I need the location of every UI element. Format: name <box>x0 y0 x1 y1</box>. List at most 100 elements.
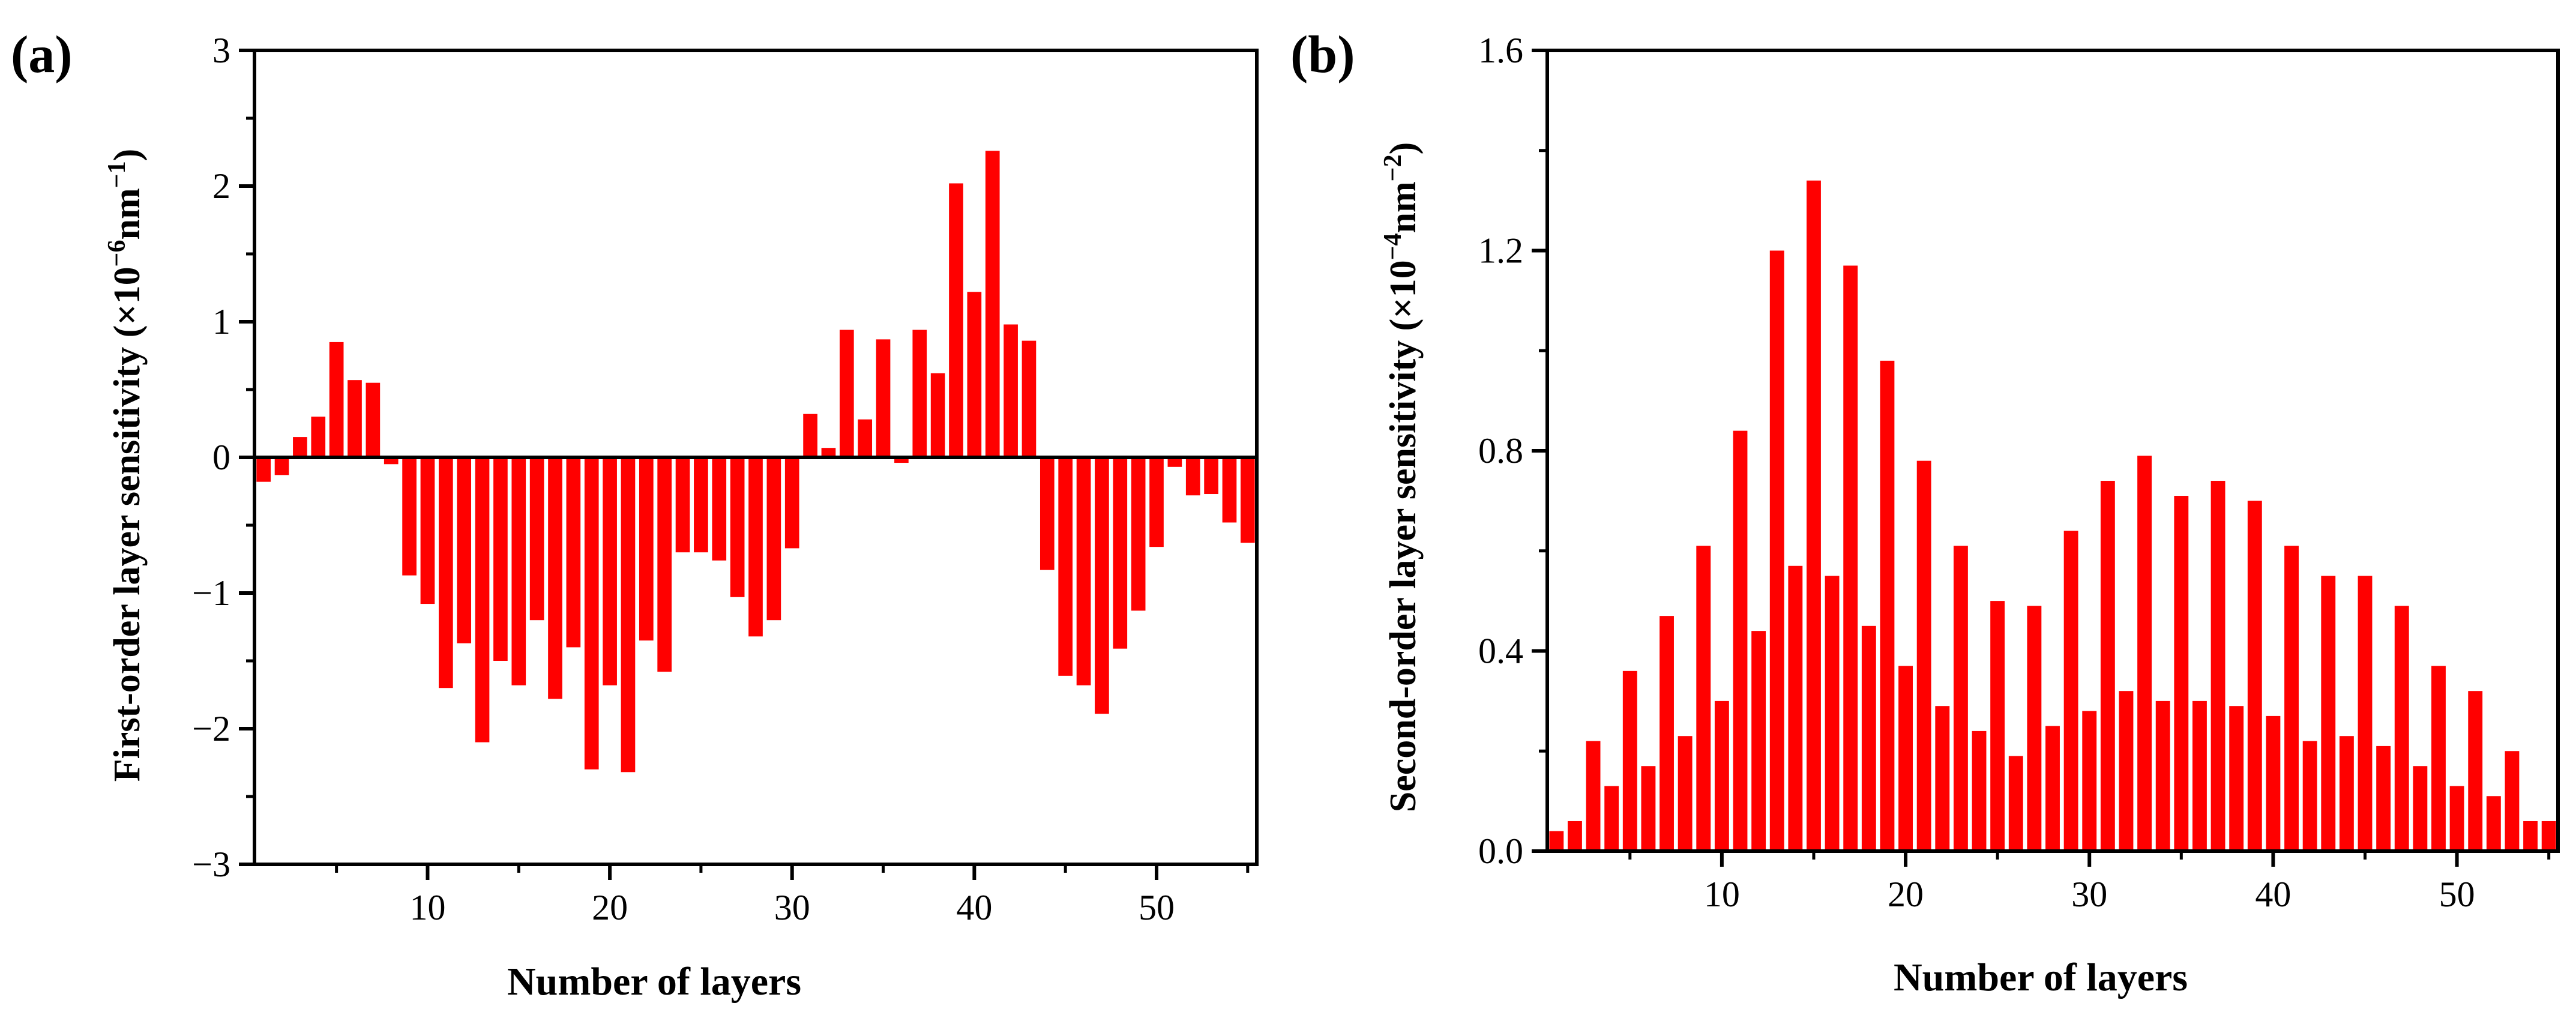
panel-a-bar-40 <box>967 292 982 457</box>
panel-b-y-tick-label: 1.2 <box>1478 231 1523 271</box>
panel-a-bar-43 <box>1022 340 1037 457</box>
panel-a-bar-3 <box>293 437 307 457</box>
panel-a-y-tick-label: 1 <box>212 302 230 342</box>
panel-b-bar-44 <box>2339 736 2354 851</box>
panel-a-bar-20 <box>603 457 617 685</box>
panel-a-bar-14 <box>493 457 508 661</box>
panel-b-bar-43 <box>2321 576 2336 851</box>
panel-a-y-axis-label-close: ) <box>107 149 148 161</box>
panel-a-y-tick-label: 0 <box>212 438 230 477</box>
panel-a-bar-7 <box>366 382 381 457</box>
panel-b-bar-34 <box>2155 700 2170 852</box>
panel-a-chart: (a) Number of layers First-order layer s… <box>11 26 1259 1004</box>
panel-b-bar-35 <box>2174 496 2189 851</box>
panel-b-bar-37 <box>2210 481 2225 851</box>
panel-b-bar-38 <box>2229 706 2244 851</box>
panel-b-bar-39 <box>2247 501 2262 851</box>
panel-b-bar-31 <box>2100 481 2115 851</box>
panel-b-bar-45 <box>2358 576 2373 851</box>
panel-a-y-tick-label: 2 <box>212 166 230 206</box>
panel-a-bar-16 <box>529 457 544 621</box>
panel-b-bar-11 <box>1733 430 1748 851</box>
panel-b-bar-21 <box>1916 460 1931 851</box>
panel-a-x-tick-label: 30 <box>774 888 810 927</box>
panel-a-bar-27 <box>730 457 745 597</box>
panel-a-y-tick-label: −2 <box>192 709 230 748</box>
panel-b-bar-36 <box>2192 700 2207 852</box>
panel-b-bar-33 <box>2137 456 2152 851</box>
panel-a-bar-22 <box>639 457 654 641</box>
panel-b-bar-55 <box>2541 821 2556 851</box>
panel-b-bar-22 <box>1935 706 1950 851</box>
panel-b-y-tick-label: 0.8 <box>1478 431 1523 471</box>
panel-a-bar-23 <box>657 457 672 672</box>
panel-b-bar-51 <box>2468 691 2483 851</box>
panel-a-bar-8 <box>384 457 399 465</box>
panel-b-chart: (b) Number of layers Second-order layer … <box>1290 26 2560 999</box>
panel-a-bar-44 <box>1040 457 1055 570</box>
panel-a-bar-25 <box>694 457 708 553</box>
panel-a-bar-47 <box>1095 457 1109 714</box>
panel-b-bar-27 <box>2027 606 2042 851</box>
panel-b-bar-52 <box>2486 796 2501 851</box>
panel-a-bar-21 <box>621 457 636 773</box>
panel-a-bar-37 <box>912 330 927 457</box>
panel-b-bar-42 <box>2302 741 2317 851</box>
panel-b-bar-26 <box>2008 756 2023 851</box>
panel-b-x-axis-label: Number of layers <box>1894 956 2188 999</box>
panel-a-bar-51 <box>1167 457 1182 467</box>
panel-a-bar-48 <box>1113 457 1128 649</box>
panel-a-bar-31 <box>803 414 817 457</box>
panel-a-bar-34 <box>858 419 873 457</box>
panel-a-x-axis-label: Number of layers <box>507 960 801 1004</box>
panel-a-bar-4 <box>311 417 326 457</box>
panel-b-bar-16 <box>1825 576 1840 851</box>
panel-b-bar-12 <box>1751 631 1766 851</box>
panel-b-bar-19 <box>1880 360 1895 851</box>
panel-a-bar-17 <box>548 457 562 699</box>
panel-b-bar-15 <box>1807 180 1821 851</box>
panel-a-bar-52 <box>1185 457 1200 496</box>
panel-b-y-tick-label: 0.0 <box>1478 831 1523 871</box>
panel-a-y-axis-label-unit: nm <box>107 188 148 239</box>
panel-b-bar-30 <box>2082 711 2097 851</box>
panel-b-bar-48 <box>2413 766 2428 851</box>
panel-a-bar-13 <box>475 457 490 742</box>
panel-a-bar-9 <box>402 457 417 576</box>
panel-a-y-axis-label-unit-exponent: −1 <box>103 161 131 188</box>
panel-a-x-tick-label: 40 <box>956 888 992 927</box>
panel-a-bar-33 <box>839 330 854 457</box>
panel-a-x-tick-label: 10 <box>409 888 445 927</box>
panel-a-bar-6 <box>348 380 362 457</box>
panel-a-bar-42 <box>1004 324 1018 457</box>
panel-a-bar-2 <box>274 457 289 475</box>
panel-b-bar-14 <box>1788 565 1803 851</box>
panel-b-bar-25 <box>1990 601 2005 852</box>
panel-b-bar-10 <box>1714 700 1729 852</box>
panel-b-y-axis-label-close: ) <box>1383 142 1424 155</box>
panel-b-bar-8 <box>1678 736 1693 851</box>
panel-b-bar-13 <box>1769 250 1784 851</box>
panel-b-bar-49 <box>2431 666 2446 851</box>
panel-b-x-tick-label: 30 <box>2071 875 2107 914</box>
panel-b-bar-4 <box>1604 786 1619 851</box>
panel-b-bar-41 <box>2284 546 2299 851</box>
panel-b-y-axis-label-exponent: −4 <box>1379 233 1407 260</box>
panel-a-bar-35 <box>876 339 891 457</box>
panel-a-bar-39 <box>949 183 963 457</box>
panel-a-bar-5 <box>329 342 344 457</box>
panel-a-bar-24 <box>675 457 690 553</box>
panel-b-bar-40 <box>2266 715 2281 851</box>
panel-b-bar-3 <box>1586 741 1601 851</box>
panel-a-y-tick-label: −3 <box>192 845 230 884</box>
panel-b-bar-24 <box>1972 730 1987 851</box>
panel-a-bar-29 <box>766 457 781 621</box>
panel-b-x-tick-label: 40 <box>2255 875 2291 914</box>
panel-b-bar-18 <box>1861 625 1876 851</box>
panel-a-bar-38 <box>930 373 945 457</box>
panel-a-y-axis-label-exponent: −6 <box>103 239 131 267</box>
panel-a-bar-10 <box>420 457 435 604</box>
panel-a-bar-49 <box>1131 457 1146 611</box>
panel-b-bar-2 <box>1567 821 1582 851</box>
